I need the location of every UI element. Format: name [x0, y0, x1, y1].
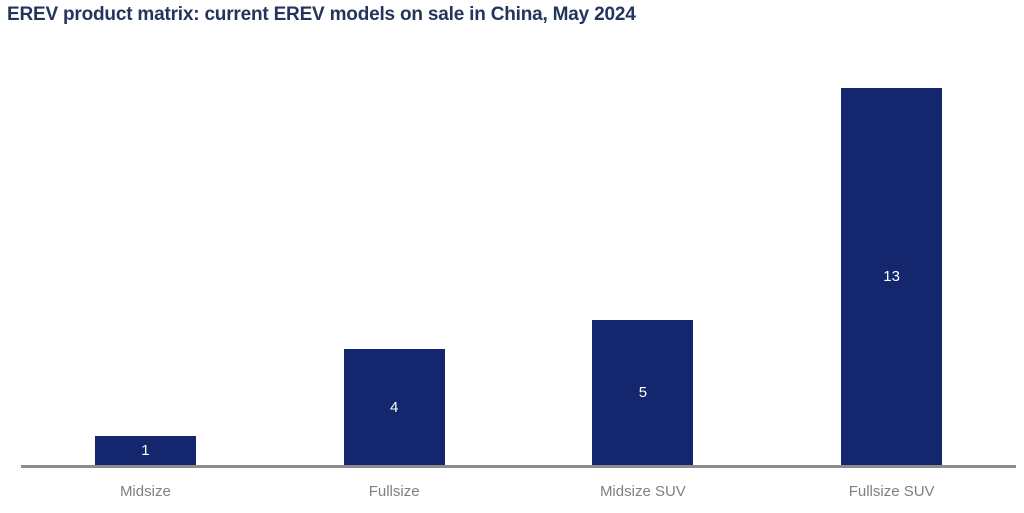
bar-value-label-fullsize-suv: 13	[883, 268, 900, 285]
bar-value-label-fullsize: 4	[389, 398, 399, 416]
bar-value-label-midsize: 1	[141, 442, 150, 459]
x-axis-line	[21, 465, 1016, 468]
x-axis-label-fullsize-suv: Fullsize SUV	[848, 483, 935, 500]
bar-cell-midsize: 1	[21, 88, 270, 465]
bar-value-label-midsize-suv: 5	[638, 384, 648, 401]
bar-midsize-suv: 5	[592, 320, 694, 465]
bar-cell-fullsize: 4	[270, 88, 519, 465]
x-axis-label-row: Midsize Fullsize Midsize SUV Fullsize SUV	[21, 483, 1016, 500]
x-axis-label-midsize-suv: Midsize SUV	[599, 483, 686, 500]
plot-area: 1 4 5 13	[21, 88, 1016, 465]
chart-title: EREV product matrix: current EREV models…	[7, 4, 636, 25]
x-axis-label-midsize: Midsize	[119, 483, 171, 500]
x-axis-label-fullsize: Fullsize	[368, 483, 420, 500]
bar-cell-fullsize-suv: 13	[767, 88, 1016, 465]
bar-fullsize-suv: 13	[841, 88, 943, 465]
bar-midsize: 1	[94, 436, 196, 465]
bar-fullsize: 4	[343, 349, 445, 465]
bar-cell-midsize-suv: 5	[519, 88, 768, 465]
